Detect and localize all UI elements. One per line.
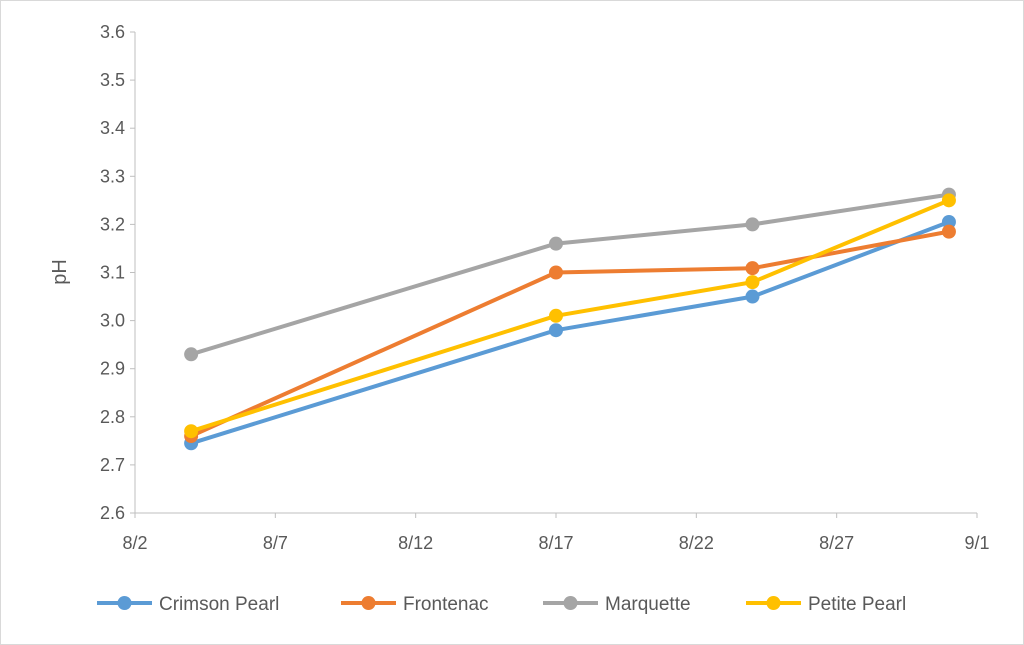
series-line-2 bbox=[190, 192, 950, 357]
data-point bbox=[745, 275, 760, 290]
x-tick-label: 8/2 bbox=[122, 533, 147, 553]
y-tick-label: 2.8 bbox=[100, 407, 125, 427]
data-point bbox=[745, 217, 760, 232]
legend-swatch-marker bbox=[766, 596, 781, 610]
y-tick-label: 3.0 bbox=[100, 311, 125, 331]
y-tick-label: 2.7 bbox=[100, 455, 125, 475]
data-point bbox=[941, 193, 956, 208]
legend-swatch-marker bbox=[361, 596, 376, 610]
data-point bbox=[549, 236, 563, 251]
series-line-0 bbox=[190, 220, 950, 446]
y-tick-label: 3.5 bbox=[100, 70, 125, 90]
data-point bbox=[745, 289, 760, 304]
x-tick-label: 8/22 bbox=[679, 533, 714, 553]
x-tick-label: 8/17 bbox=[538, 533, 573, 553]
legend-label: Crimson Pearl bbox=[159, 594, 279, 615]
x-tick-label: 8/12 bbox=[398, 533, 433, 553]
legend-swatch-marker bbox=[117, 596, 132, 610]
legend-label: Marquette bbox=[605, 594, 691, 615]
y-tick-label: 3.3 bbox=[100, 166, 125, 186]
legend-swatch-marker bbox=[563, 596, 578, 610]
data-point bbox=[549, 308, 563, 323]
x-axis-ticks: 8/2 8/7 8/12 8/17 8/22 8/27 9/1 bbox=[122, 513, 990, 553]
data-point bbox=[184, 347, 199, 362]
series-line-1 bbox=[190, 229, 950, 438]
x-tick-label: 8/7 bbox=[263, 533, 288, 553]
series-group bbox=[184, 187, 956, 451]
legend: Crimson Pearl Frontenac Marquette Petite Pe… bbox=[97, 594, 906, 615]
data-point bbox=[745, 261, 760, 276]
data-point bbox=[184, 424, 199, 439]
series-line-3 bbox=[190, 198, 950, 434]
legend-label: Frontenac bbox=[403, 594, 489, 615]
data-point bbox=[549, 323, 563, 338]
x-tick-label: 9/1 bbox=[964, 533, 989, 553]
y-tick-label: 3.6 bbox=[100, 22, 125, 42]
legend-label: Petite Pearl bbox=[808, 594, 906, 615]
y-tick-label: 3.2 bbox=[100, 214, 125, 234]
y-tick-label: 2.9 bbox=[100, 359, 125, 379]
y-axis-ticks: 2.6 2.7 2.8 2.9 3.0 3.1 3.2 3.3 3.4 3.5 3.6 bbox=[100, 22, 135, 523]
data-point bbox=[549, 265, 563, 280]
y-tick-label: 3.1 bbox=[100, 263, 125, 283]
data-point bbox=[941, 224, 956, 239]
y-axis-title: pH bbox=[49, 259, 71, 285]
x-tick-label: 8/27 bbox=[819, 533, 854, 553]
data-point bbox=[941, 214, 956, 229]
y-tick-label: 2.6 bbox=[100, 503, 125, 523]
y-tick-label: 3.4 bbox=[100, 118, 125, 138]
